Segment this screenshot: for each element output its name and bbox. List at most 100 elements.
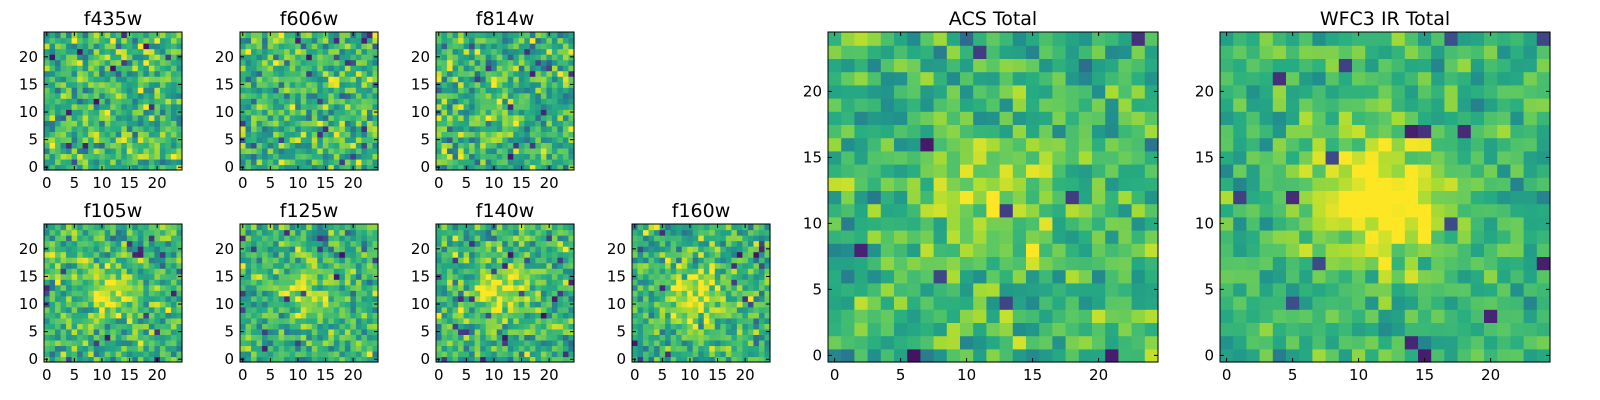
heatmap-cell	[159, 76, 167, 83]
heatmap-cell	[742, 240, 749, 247]
heatmap-cell	[502, 301, 509, 308]
heatmap-cell	[154, 136, 161, 143]
heatmap-cell	[491, 301, 498, 308]
heatmap-cell	[322, 251, 329, 258]
heatmap-cell	[170, 81, 178, 88]
heatmap-cell	[240, 76, 247, 83]
heatmap-cell	[295, 125, 302, 132]
heatmap-cell	[251, 153, 258, 160]
heatmap-cell	[1052, 348, 1067, 363]
heatmap-cell	[447, 317, 454, 324]
heatmap-cell	[720, 334, 727, 341]
heatmap-cell	[115, 301, 122, 308]
heatmap-cell	[496, 70, 503, 77]
heatmap-cell	[165, 59, 172, 66]
heatmap-cell	[485, 109, 492, 116]
heatmap-cell	[55, 103, 62, 110]
heatmap-cell	[452, 125, 459, 132]
heatmap-cell	[170, 306, 178, 313]
heatmap-cell	[278, 59, 285, 66]
heatmap-cell	[920, 282, 935, 297]
heatmap-cell	[322, 295, 329, 302]
heatmap-cell	[452, 246, 459, 253]
heatmap-cell	[480, 306, 487, 313]
heatmap-cell	[317, 131, 324, 138]
heatmap-cell	[507, 43, 514, 50]
heatmap-cell	[568, 279, 575, 286]
heatmap-cell	[1052, 243, 1067, 257]
heatmap-cell	[154, 109, 161, 116]
heatmap-cell	[469, 81, 476, 88]
heatmap-cell	[441, 114, 448, 121]
heatmap-cell	[295, 251, 302, 258]
heatmap-cell	[300, 147, 307, 155]
heatmap-cell	[458, 257, 465, 264]
heatmap-cell	[480, 328, 487, 335]
heatmap-cell	[256, 37, 263, 44]
heatmap-cell	[262, 76, 269, 83]
heatmap-cell	[753, 295, 760, 302]
heatmap-cell	[289, 328, 296, 335]
heatmap-cell	[880, 203, 895, 218]
heatmap-cell	[110, 43, 117, 50]
heatmap-cell	[557, 92, 564, 99]
heatmap-cell	[82, 32, 89, 39]
heatmap-cell	[267, 76, 274, 83]
heatmap-cell	[894, 177, 908, 191]
heatmap-cell	[854, 348, 869, 363]
heatmap-cell	[458, 246, 465, 253]
heatmap-cell	[262, 284, 269, 291]
heatmap-cell	[753, 251, 760, 258]
heatmap-cell	[339, 37, 346, 44]
heatmap-cell	[339, 131, 346, 138]
heatmap-cell	[273, 136, 280, 143]
heatmap-cell	[546, 350, 553, 358]
heatmap-cell	[71, 147, 78, 155]
heatmap-cell	[1065, 296, 1080, 310]
heatmap-cell	[66, 235, 73, 242]
heatmap-cell	[245, 59, 252, 66]
heatmap-cell	[687, 290, 694, 297]
heatmap-cell	[469, 125, 476, 132]
heatmap-cell	[654, 328, 661, 335]
heatmap-cell	[295, 76, 302, 83]
heatmap-cell	[665, 339, 672, 347]
heatmap-cell	[529, 153, 536, 160]
heatmap-cell	[110, 301, 117, 308]
heatmap-cell	[148, 328, 155, 335]
heatmap-cell	[880, 216, 895, 231]
heatmap-cell	[731, 224, 738, 231]
heatmap-cell	[491, 70, 498, 77]
heatmap-cell	[1065, 309, 1080, 323]
heatmap-cell	[753, 306, 760, 313]
heatmap-cell	[361, 76, 368, 83]
heatmap-cell	[350, 98, 357, 105]
heatmap-cell	[643, 334, 650, 341]
heatmap-cell	[284, 81, 291, 88]
heatmap-cell	[110, 328, 117, 335]
heatmap-cell	[267, 284, 274, 291]
heatmap-cell	[126, 147, 133, 155]
heatmap-cell	[491, 136, 498, 143]
heatmap-cell	[485, 317, 492, 324]
heatmap-cell	[126, 284, 133, 291]
heatmap-cell	[529, 284, 536, 291]
heatmap-cell	[88, 229, 95, 236]
heatmap-cell	[1052, 164, 1067, 178]
heatmap-cell	[143, 301, 150, 308]
heatmap-cell	[317, 65, 324, 72]
heatmap-cell	[115, 59, 122, 66]
heatmap-cell	[1092, 256, 1106, 271]
heatmap-cell	[339, 164, 346, 171]
heatmap-cell	[311, 158, 318, 166]
heatmap-cell	[176, 87, 183, 94]
heatmap-cell	[115, 136, 122, 143]
heatmap-cell	[703, 356, 710, 363]
heatmap-cell	[300, 125, 307, 132]
heatmap-cell	[251, 268, 258, 275]
heatmap-cell	[82, 268, 89, 275]
heatmap-cell	[317, 235, 324, 242]
heatmap-cell	[137, 158, 144, 166]
heatmap-cell	[758, 224, 766, 231]
